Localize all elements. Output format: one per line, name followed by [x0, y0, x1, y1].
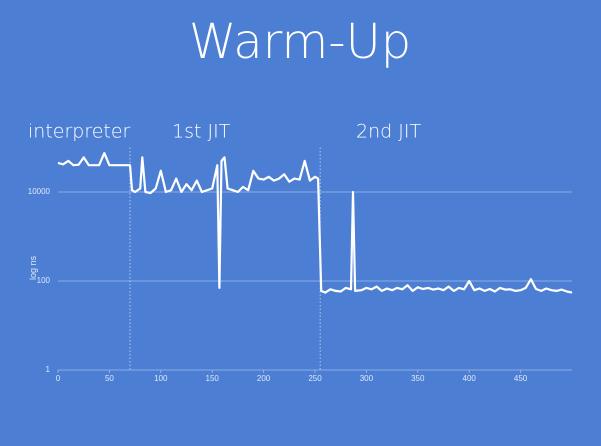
x-tick-label: 100 [154, 374, 168, 383]
x-tick-label: 250 [308, 374, 322, 383]
y-tick-label: 100 [37, 276, 51, 285]
phase-label: interpreter [28, 121, 131, 143]
data-line [57, 152, 573, 294]
x-tick-label: 350 [411, 374, 425, 383]
x-tick-label: 450 [514, 374, 528, 383]
chart-title: Warm-Up [189, 14, 411, 70]
x-tick-label: 200 [257, 374, 271, 383]
phase-label: 1st JIT [172, 121, 231, 143]
y-tick-label: 10000 [28, 187, 51, 196]
x-tick-label: 300 [360, 374, 374, 383]
y-tick-label: 1 [46, 365, 51, 374]
phase-label: 2nd JIT [356, 121, 421, 143]
x-tick-label: 50 [105, 374, 114, 383]
x-tick-label: 150 [206, 374, 220, 383]
x-tick-label: 0 [56, 374, 61, 383]
y-axis-label: log ns [28, 255, 38, 280]
x-tick-label: 400 [463, 374, 477, 383]
